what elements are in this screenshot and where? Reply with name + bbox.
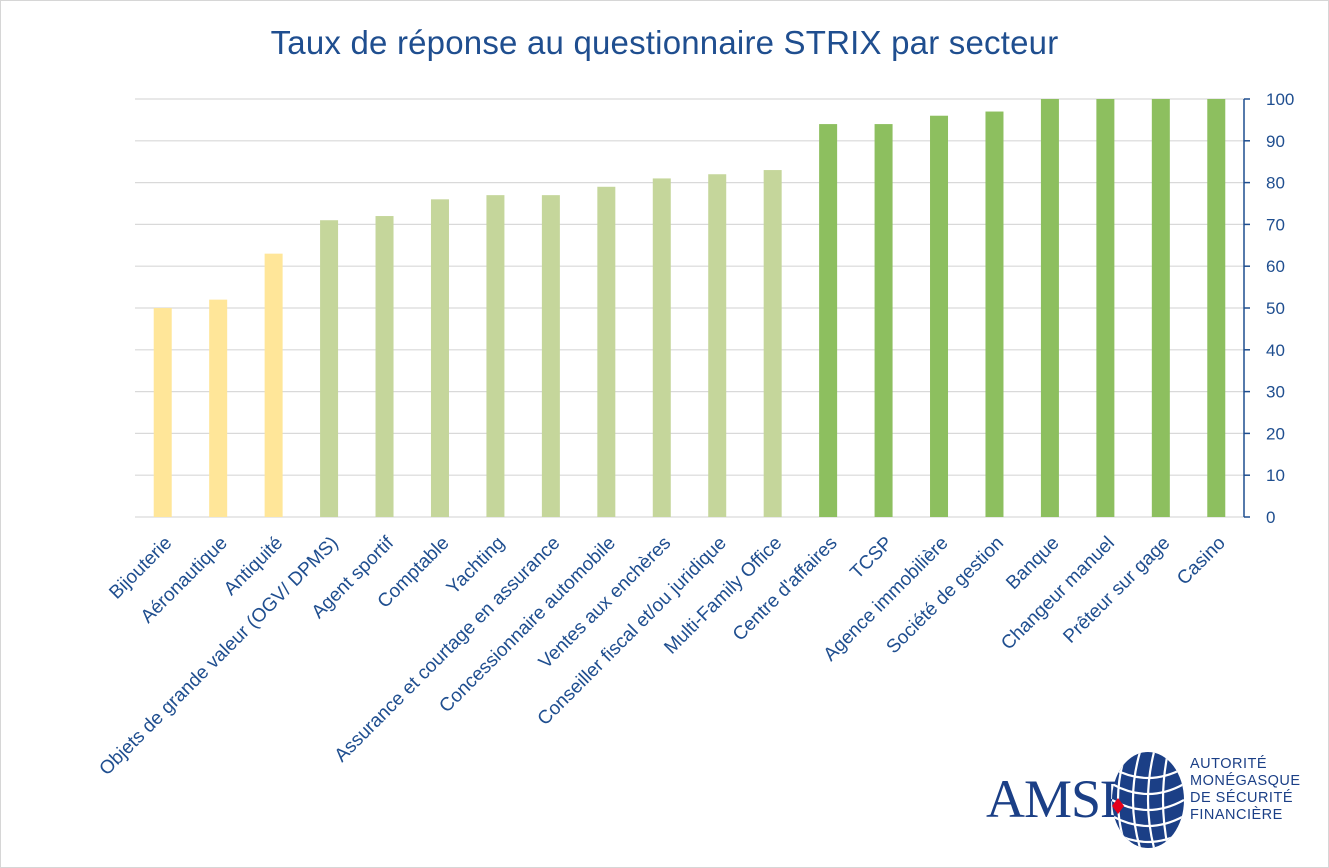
logo-tagline-line: MONÉGASQUE [1190, 773, 1301, 789]
y-tick-label: 10 [1266, 466, 1285, 485]
bar [430, 199, 449, 517]
bar [1040, 99, 1059, 517]
y-tick-label: 30 [1266, 383, 1285, 402]
y-tick-label: 50 [1266, 299, 1285, 318]
y-tick-label: 20 [1266, 424, 1285, 443]
bar [1207, 99, 1226, 517]
y-tick-label: 0 [1266, 508, 1275, 527]
bar [763, 170, 782, 517]
y-tick-label: 60 [1266, 257, 1285, 276]
y-tick-label: 100 [1266, 90, 1294, 109]
bar [1151, 99, 1170, 517]
bar [375, 216, 394, 518]
x-tick-label: Prêteur sur gage [1059, 533, 1174, 648]
logo-wordmark: AMSF [986, 769, 1130, 829]
logo-tagline-line: DE SÉCURITÉ [1190, 790, 1293, 806]
logo-tagline: AUTORITÉ MONÉGASQUE DE SÉCURITÉ FINANCIÈ… [1190, 756, 1301, 824]
logo-tagline-line: AUTORITÉ [1190, 756, 1268, 772]
globe-icon [1112, 752, 1184, 848]
y-tick-label: 80 [1266, 174, 1285, 193]
x-tick-label: Centre d'affaires [729, 533, 842, 646]
bar [209, 299, 228, 517]
bar [708, 174, 727, 518]
x-tick-label: TCSP [846, 533, 897, 584]
bar [541, 195, 560, 517]
y-tick-label: 90 [1266, 132, 1285, 151]
y-tick-label: 70 [1266, 215, 1285, 234]
bar [652, 178, 671, 518]
amsf-logo: AMSF AUTORITÉ MONÉGASQUE DE SÉCURITÉ FIN… [980, 744, 1310, 854]
bar [153, 308, 172, 517]
bar [486, 195, 505, 517]
bar [320, 220, 339, 517]
bar [1096, 99, 1115, 517]
bar [819, 124, 838, 517]
y-tick-label: 40 [1266, 341, 1285, 360]
bar [597, 186, 616, 517]
x-tick-label: Casino [1173, 533, 1230, 590]
bar [985, 111, 1004, 517]
bar [874, 124, 893, 517]
logo-tagline-line: FINANCIÈRE [1190, 807, 1283, 823]
chart-title: Taux de réponse au questionnaire STRIX p… [270, 24, 1059, 61]
bar [930, 115, 949, 517]
bar [264, 253, 283, 517]
